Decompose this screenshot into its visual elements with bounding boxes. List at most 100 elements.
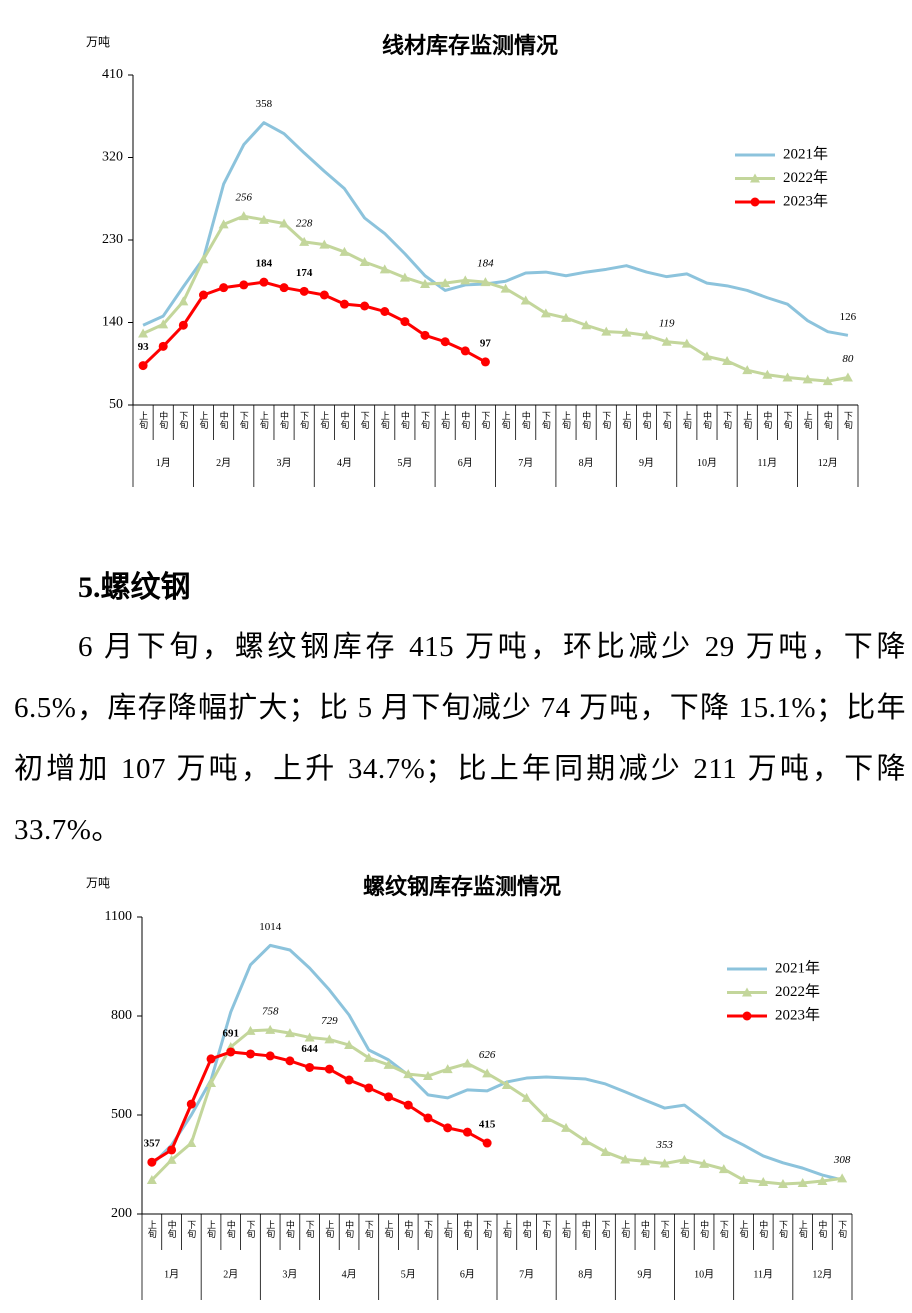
x-tick-label: 下旬 <box>360 411 370 430</box>
x-tick-label: 下旬 <box>482 1220 492 1239</box>
data-point <box>423 1113 433 1123</box>
data-label: 80 <box>842 353 854 365</box>
x-tick-label: 中旬 <box>403 1219 413 1239</box>
data-point <box>480 277 491 287</box>
x-tick-label: 中旬 <box>762 410 772 430</box>
x-tick-label: 上旬 <box>803 411 813 430</box>
month-label: 5月 <box>401 1268 416 1280</box>
month-label: 10月 <box>697 457 717 469</box>
data-point <box>344 1075 354 1085</box>
data-label: 93 <box>138 341 150 353</box>
data-point <box>718 1164 729 1174</box>
data-point <box>601 326 612 336</box>
data-point <box>482 1138 492 1148</box>
x-tick-label: 中旬 <box>823 410 833 430</box>
x-tick-label: 中旬 <box>640 1219 650 1239</box>
data-point <box>304 1032 315 1042</box>
month-label: 8月 <box>578 1268 593 1280</box>
data-point <box>383 1059 394 1069</box>
x-tick-label: 上旬 <box>798 1220 808 1239</box>
data-point <box>258 214 269 224</box>
data-point <box>679 1154 690 1164</box>
series-line <box>150 943 843 1182</box>
data-point <box>158 341 168 351</box>
data-point <box>462 1058 473 1068</box>
x-tick-label: 中旬 <box>339 410 349 430</box>
data-point <box>363 1052 374 1062</box>
data-point <box>762 369 773 379</box>
data-point <box>384 1092 394 1102</box>
data-point <box>581 320 592 330</box>
legend-label: 2022年 <box>783 169 828 186</box>
data-point <box>265 1051 275 1061</box>
x-tick-label: 下旬 <box>423 1220 433 1239</box>
month-label: 4月 <box>337 457 352 469</box>
legend-marker <box>750 173 760 183</box>
y-tick-label: 410 <box>102 67 123 82</box>
data-point <box>198 290 208 300</box>
x-tick-label: 中旬 <box>219 410 229 430</box>
y-tick-label: 800 <box>111 1008 132 1023</box>
x-tick-label: 上旬 <box>206 1220 216 1239</box>
data-point <box>501 1079 512 1089</box>
data-point <box>206 1077 217 1087</box>
y-tick-label: 320 <box>102 150 123 165</box>
month-label: 7月 <box>518 457 533 469</box>
data-point <box>541 1112 552 1122</box>
x-tick-label: 上旬 <box>682 411 692 430</box>
x-tick-label: 下旬 <box>239 411 249 430</box>
data-point <box>186 1138 197 1148</box>
x-tick-label: 下旬 <box>783 411 793 430</box>
section-paragraph: 6 月下旬，螺纹钢库存 415 万吨，环比减少 29 万吨，下降 6.5%，库存… <box>14 631 906 846</box>
data-point <box>259 277 269 287</box>
x-tick-label: 上旬 <box>501 411 511 430</box>
section-heading: 5.螺纹钢 <box>78 571 191 604</box>
x-tick-label: 上旬 <box>621 411 631 430</box>
x-tick-label: 中旬 <box>462 1219 472 1239</box>
chart-title: 线材库存监测情况 <box>382 33 558 58</box>
x-tick-label: 上旬 <box>147 1220 157 1239</box>
data-point <box>146 1175 157 1185</box>
data-point <box>324 1064 334 1074</box>
data-point <box>797 1177 808 1187</box>
x-tick-label: 中旬 <box>521 410 531 430</box>
data-point <box>379 264 390 274</box>
x-tick-label: 中旬 <box>522 1219 532 1239</box>
data-point <box>817 1176 828 1185</box>
x-tick-label: 上旬 <box>443 1220 453 1239</box>
data-point <box>442 1064 453 1074</box>
month-label: 11月 <box>758 457 778 469</box>
x-tick-label: 中旬 <box>581 410 591 430</box>
data-point <box>167 1145 177 1155</box>
x-tick-label: 下旬 <box>722 411 732 430</box>
x-tick-label: 下旬 <box>178 411 188 430</box>
data-point <box>443 1123 453 1133</box>
data-point <box>344 1040 355 1050</box>
data-point <box>600 1146 611 1156</box>
legend-label: 2023年 <box>783 192 828 209</box>
x-tick-label: 上旬 <box>739 1220 749 1239</box>
y-tick-label: 50 <box>109 397 123 412</box>
month-label: 6月 <box>458 457 473 469</box>
data-point <box>440 337 450 347</box>
data-point <box>359 257 370 266</box>
data-point <box>482 1068 493 1078</box>
x-tick-label: 中旬 <box>400 410 410 430</box>
data-point <box>420 279 431 288</box>
data-point <box>178 296 189 306</box>
data-label: 119 <box>659 317 675 329</box>
series-line <box>142 121 849 337</box>
data-point <box>620 1154 631 1164</box>
x-tick-label: 中旬 <box>226 1219 236 1239</box>
data-point <box>837 1173 848 1183</box>
data-point <box>777 1178 788 1188</box>
data-point <box>284 1028 295 1038</box>
legend-marker <box>750 197 760 207</box>
data-point <box>339 246 350 256</box>
data-point <box>460 275 471 285</box>
x-tick-label: 下旬 <box>480 411 490 430</box>
month-label: 9月 <box>637 1268 652 1280</box>
x-tick-label: 下旬 <box>601 411 611 430</box>
data-point <box>206 1054 216 1064</box>
